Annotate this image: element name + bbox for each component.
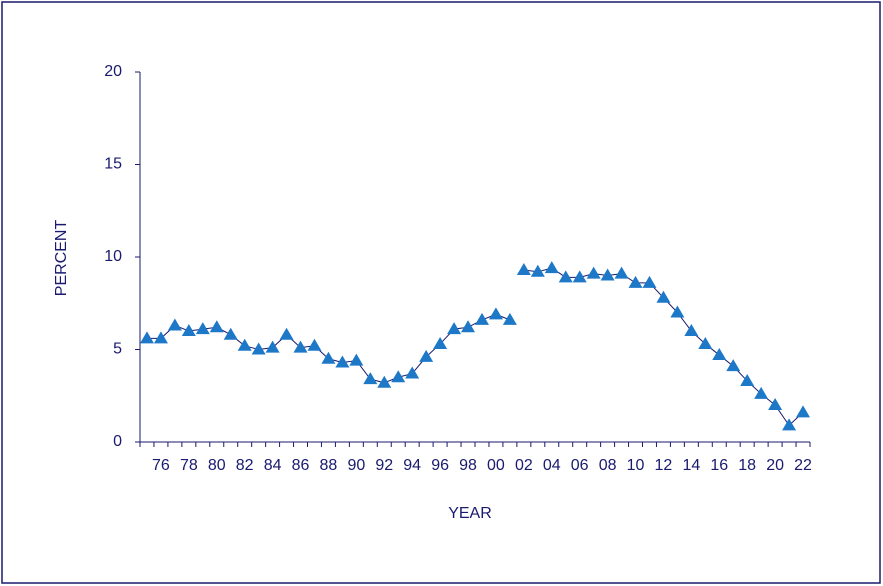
point-marker (642, 275, 657, 288)
x-tick-label: 20 (766, 457, 784, 474)
point-marker (335, 355, 350, 368)
x-tick-label: 00 (487, 457, 505, 474)
point-marker (223, 327, 238, 340)
point-marker (461, 320, 476, 333)
point-marker (307, 338, 322, 351)
x-tick-label: 86 (292, 457, 310, 474)
x-axis-label: YEAR (448, 505, 492, 522)
x-tick-label: 08 (599, 457, 617, 474)
point-marker (153, 331, 168, 344)
x-tick-label: 12 (655, 457, 673, 474)
point-marker (768, 398, 783, 410)
point-marker (628, 275, 643, 288)
point-marker (265, 340, 280, 353)
x-tick-label: 18 (738, 457, 756, 474)
y-tick-label: 20 (104, 63, 122, 80)
point-marker (698, 336, 713, 349)
x-tick-label: 82 (236, 457, 254, 474)
point-marker (293, 340, 308, 353)
x-tick-label: 80 (208, 457, 226, 474)
point-marker (377, 375, 392, 388)
point-marker (502, 312, 517, 325)
x-tick-label: 14 (682, 457, 700, 474)
point-marker (363, 372, 378, 385)
point-marker (530, 264, 545, 277)
x-tick-label: 96 (431, 457, 449, 474)
x-tick-label: 10 (627, 457, 645, 474)
point-marker (181, 324, 196, 336)
point-marker (754, 386, 769, 399)
point-marker (433, 336, 448, 349)
x-tick-label: 02 (515, 457, 533, 474)
point-marker (209, 320, 224, 333)
point-marker (251, 342, 266, 355)
y-tick-label: 0 (113, 433, 122, 450)
point-marker (419, 349, 434, 362)
point-marker (195, 322, 210, 335)
x-tick-label: 76 (152, 457, 170, 474)
point-marker (279, 327, 294, 340)
point-marker (796, 405, 811, 418)
point-marker (614, 266, 629, 279)
point-marker (656, 290, 671, 303)
x-tick-label: 06 (571, 457, 589, 474)
point-marker (572, 270, 587, 283)
point-marker (712, 348, 727, 361)
point-marker (447, 322, 462, 335)
x-tick-label: 84 (264, 457, 282, 474)
point-marker (167, 318, 182, 331)
x-tick-label: 16 (710, 457, 728, 474)
point-marker (391, 370, 406, 383)
point-marker (516, 262, 531, 275)
point-marker (740, 373, 755, 386)
y-tick-label: 5 (113, 341, 122, 358)
point-marker (558, 270, 573, 283)
point-marker (488, 307, 503, 320)
point-marker (726, 359, 741, 372)
point-marker (684, 324, 699, 336)
point-marker (586, 266, 601, 279)
y-axis-label: PERCENT (53, 220, 70, 297)
point-marker (544, 261, 559, 274)
x-tick-label: 78 (180, 457, 198, 474)
x-tick-label: 90 (347, 457, 365, 474)
x-tick-label: 98 (459, 457, 477, 474)
point-marker (237, 338, 252, 351)
point-marker (782, 418, 797, 431)
y-tick-label: 10 (104, 248, 122, 265)
x-tick-label: 22 (794, 457, 812, 474)
point-marker (600, 268, 615, 281)
y-tick-label: 15 (104, 156, 122, 173)
point-marker (405, 366, 420, 379)
point-marker (321, 351, 336, 364)
x-tick-label: 88 (320, 457, 338, 474)
x-tick-label: 94 (403, 457, 421, 474)
x-tick-label: 04 (543, 457, 561, 474)
point-marker (474, 312, 489, 325)
x-tick-label: 92 (375, 457, 393, 474)
point-marker (670, 305, 685, 318)
point-marker (349, 353, 364, 366)
point-marker (139, 331, 154, 344)
